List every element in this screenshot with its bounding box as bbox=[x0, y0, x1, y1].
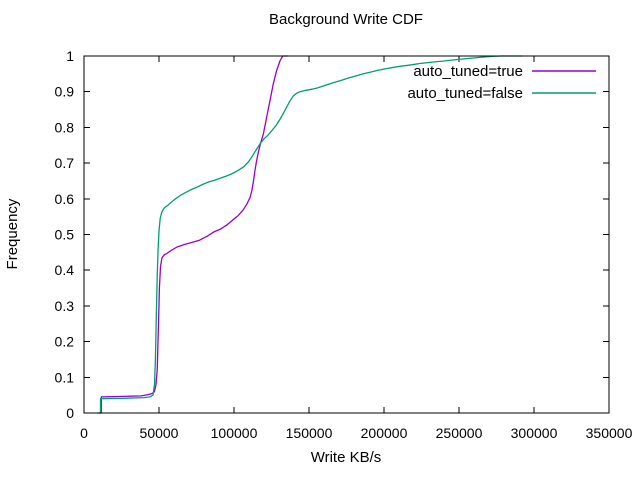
y-axis-label: Frequency bbox=[4, 198, 21, 269]
y-tick-label: 0.1 bbox=[55, 369, 75, 385]
x-tick-label: 250000 bbox=[436, 425, 483, 441]
x-tick-label: 300000 bbox=[511, 425, 558, 441]
legend-label-auto-tuned-true: auto_tuned=true bbox=[413, 63, 523, 80]
x-tick-label: 200000 bbox=[361, 425, 408, 441]
y-tick-label: 1 bbox=[66, 48, 74, 64]
y-tick-label: 0.7 bbox=[55, 155, 75, 171]
cdf-curve-auto-tuned-true bbox=[98, 55, 289, 414]
legend-label-auto-tuned-false: auto_tuned=false bbox=[407, 85, 523, 102]
y-tick-label: 0.6 bbox=[55, 191, 75, 207]
x-tick-label: 0 bbox=[80, 425, 88, 441]
cdf-curve-auto-tuned-false bbox=[96, 55, 523, 414]
plot-area: 0 50000 100000 150000 200000 250000 300000 3500… bbox=[55, 48, 633, 441]
y-tick-label: 0.9 bbox=[55, 84, 75, 100]
y-tick-label: 0.4 bbox=[55, 262, 75, 278]
y-tick-label: 0.2 bbox=[55, 334, 75, 350]
x-axis-label: Write KB/s bbox=[311, 449, 382, 466]
legend: auto_tuned=true auto_tuned=false bbox=[407, 63, 596, 102]
plot-border bbox=[83, 55, 610, 414]
x-tick-label: 350000 bbox=[586, 425, 633, 441]
y-tick-label: 0 bbox=[66, 405, 74, 421]
chart-title: Background Write CDF bbox=[269, 11, 423, 28]
x-tick-label: 150000 bbox=[286, 425, 333, 441]
x-tick-label: 100000 bbox=[211, 425, 258, 441]
x-tick-label: 50000 bbox=[140, 425, 179, 441]
y-tick-label: 0.8 bbox=[55, 119, 75, 135]
y-tick-label: 0.3 bbox=[55, 298, 75, 314]
y-tick-label: 0.5 bbox=[55, 227, 75, 243]
